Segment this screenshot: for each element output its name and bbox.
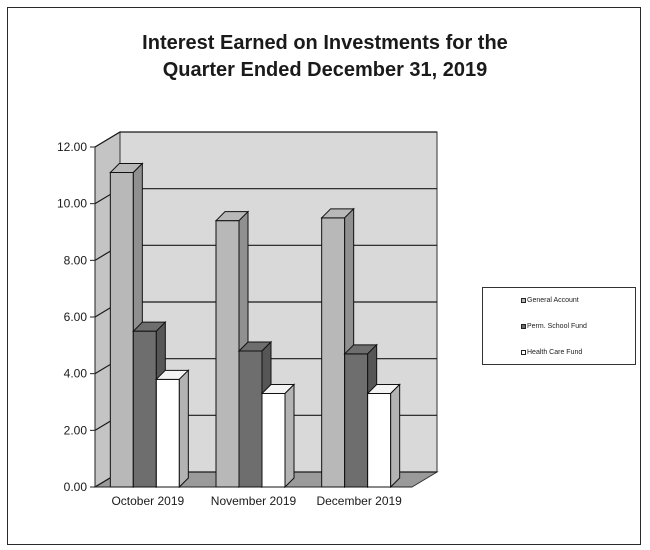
y-tick-label: 4.00 — [64, 367, 88, 381]
y-tick-label: 6.00 — [64, 310, 88, 324]
legend-label-perm-school-fund: Perm. School Fund — [527, 323, 587, 330]
bar-side — [178, 369, 189, 489]
x-category-label: November 2019 — [211, 494, 297, 508]
bar-front — [261, 393, 286, 488]
x-category-label: December 2019 — [316, 494, 402, 508]
legend-swatch-general-account — [521, 298, 526, 303]
legend-item-perm-school-fund: Perm. School Fund — [521, 322, 587, 331]
y-tick-label: 2.00 — [64, 423, 88, 437]
legend-item-health-care-fund: Health Care Fund — [521, 348, 582, 357]
x-category-label: October 2019 — [111, 494, 184, 508]
y-tick-label: 12.00 — [57, 140, 87, 154]
bar-front — [344, 353, 369, 488]
legend-label-general-account: General Account — [527, 297, 579, 304]
chart-title-line1: Interest Earned on Investments for the — [142, 32, 508, 54]
bar-front — [215, 220, 240, 488]
bar-side — [284, 383, 295, 489]
y-tick-label: 0.00 — [64, 480, 88, 494]
legend-swatch-health-care-fund — [521, 350, 526, 355]
chart-title: Interest Earned on Investments for the Q… — [0, 30, 650, 84]
chart-title-line2: Quarter Ended December 31, 2019 — [162, 59, 488, 81]
y-tick-label: 8.00 — [64, 253, 88, 267]
legend-item-general-account: General Account — [521, 296, 579, 305]
chart-legend: General Account Perm. School Fund Health… — [482, 287, 636, 365]
bar-side — [390, 383, 401, 489]
bar-front — [155, 378, 180, 488]
bar-front — [238, 350, 263, 488]
bar-front — [321, 217, 346, 488]
legend-label-health-care-fund: Health Care Fund — [527, 349, 583, 356]
legend-swatch-perm-school-fund — [521, 324, 526, 329]
y-tick-label: 10.00 — [57, 197, 87, 211]
bar-front — [132, 330, 157, 488]
bar-front — [109, 172, 134, 488]
gridline — [94, 131, 437, 148]
bar-front — [367, 393, 392, 488]
